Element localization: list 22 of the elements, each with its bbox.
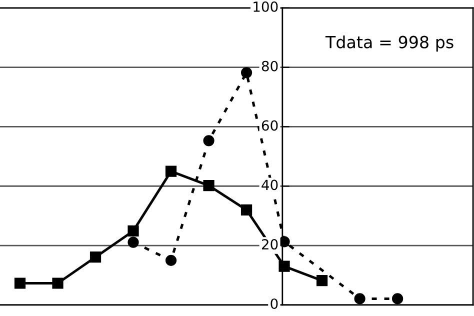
y-tick-label: 60 xyxy=(262,120,278,131)
point xyxy=(128,225,139,237)
y-tick-label: 40 xyxy=(262,180,278,190)
point xyxy=(316,275,328,286)
point xyxy=(278,260,290,272)
point xyxy=(203,180,214,192)
y-tick-label: 80 xyxy=(262,60,278,72)
point xyxy=(240,204,252,216)
point xyxy=(203,135,214,146)
y-tick-label: 20 xyxy=(262,239,278,250)
point xyxy=(165,254,177,266)
point xyxy=(240,67,252,78)
point xyxy=(90,252,102,263)
annotation: Tdata = 998 ps xyxy=(325,35,454,52)
point xyxy=(128,236,139,248)
point xyxy=(52,278,64,289)
point xyxy=(354,293,366,304)
y-tick-label: 0 xyxy=(270,298,278,309)
point xyxy=(14,278,26,289)
point xyxy=(392,293,404,304)
y-tick-label: 100 xyxy=(254,1,278,12)
point xyxy=(165,166,177,177)
